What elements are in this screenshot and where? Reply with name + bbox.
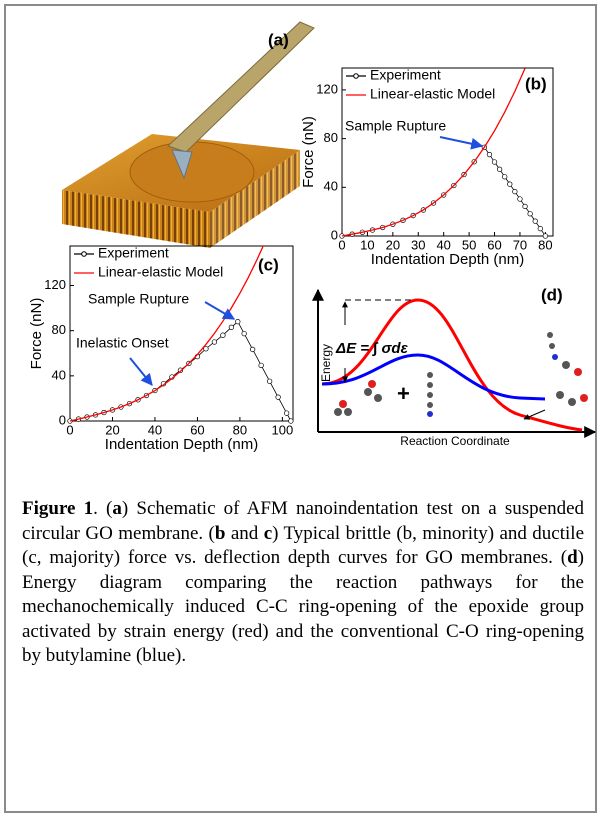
y-tick-label: 0 — [331, 227, 338, 242]
panel-label: (a) — [268, 30, 289, 49]
figure: (a) + (d) Energy Reaction Coordinate ΔE … — [28, 21, 597, 453]
afm-schematic — [62, 21, 315, 248]
legend-label: Linear-elastic Model — [98, 264, 223, 280]
x-tick-label: 10 — [360, 237, 374, 252]
caption-text: ) Schematic of AFM nanoindentation test … — [22, 498, 585, 544]
data-point — [502, 174, 508, 180]
svg-text:+: + — [397, 381, 410, 406]
panel-label: (b) — [525, 74, 547, 93]
data-point — [228, 324, 235, 330]
caption-text: ) Typical brittle (b, minority) and duct… — [22, 522, 585, 569]
data-point — [517, 196, 523, 202]
data-point — [220, 332, 226, 338]
data-point — [537, 225, 543, 232]
data-point — [507, 181, 513, 187]
y-axis-title: Force (nN) — [300, 116, 317, 188]
x-tick-label: 100 — [272, 422, 294, 437]
x-tick-label: 40 — [436, 237, 450, 252]
x-tick-label: 30 — [411, 237, 425, 252]
data-point — [241, 330, 247, 337]
legend-marker — [353, 73, 359, 79]
legend-label: Experiment — [98, 245, 169, 261]
data-point — [532, 218, 538, 224]
data-point — [283, 410, 290, 416]
panel-label: (d) — [541, 285, 563, 304]
figure-caption: Figure 1. (a) Schematic of AFM nanoinden… — [22, 497, 584, 669]
caption-text: . ( — [93, 498, 113, 519]
plot-frame — [69, 245, 294, 422]
legend-label: Experiment — [370, 67, 441, 83]
y-axis-title: Force (nN) — [28, 298, 45, 370]
equation: ΔE = ∫ σdε — [335, 340, 409, 357]
data-point — [203, 346, 209, 352]
x-axis-title: Indentation Depth (nm) — [105, 436, 258, 453]
model-line — [341, 67, 526, 237]
annotation-arrow — [439, 136, 484, 150]
annotation: Inelastic Onset — [76, 335, 169, 351]
x-tick-label: 60 — [190, 422, 204, 437]
x-tick-label: 70 — [513, 237, 527, 252]
y-tick-label: 80 — [52, 322, 66, 337]
caption-text: c — [263, 522, 273, 544]
x-tick-label: 20 — [105, 422, 119, 437]
data-point — [258, 362, 264, 368]
x-tick-label: 60 — [487, 237, 501, 252]
x-tick-label: 50 — [462, 237, 476, 252]
plot-frame — [341, 67, 554, 237]
caption-text: Figure 1 — [22, 498, 94, 519]
caption-text: a — [112, 498, 122, 519]
data-point — [288, 418, 294, 424]
x-tick-label: 0 — [66, 422, 73, 437]
caption-text: ) Energy diagram comparing the reaction … — [22, 547, 584, 666]
annotation: Sample Rupture — [88, 291, 189, 307]
data-point — [542, 233, 549, 239]
model-line — [69, 245, 264, 422]
data-point — [249, 346, 256, 353]
data-point — [496, 166, 503, 172]
x-axis-title: Indentation Depth (nm) — [371, 251, 524, 268]
legend-label: Linear-elastic Model — [370, 86, 495, 102]
x-tick-label: 20 — [386, 237, 400, 252]
annotation: Sample Rupture — [345, 118, 446, 134]
x-tick-label: 80 — [538, 237, 552, 252]
annotation-arrow — [204, 301, 236, 320]
panel-label: (c) — [258, 255, 279, 274]
y-axis-title: Energy — [319, 344, 333, 382]
y-tick-label: 120 — [44, 277, 66, 292]
data-point — [522, 203, 528, 210]
y-tick-label: 40 — [324, 179, 338, 194]
data-point — [211, 339, 218, 345]
data-point — [512, 188, 518, 195]
data-point — [527, 211, 533, 217]
data-point — [486, 151, 493, 158]
x-tick-label: 40 — [148, 422, 162, 437]
y-tick-label: 40 — [52, 367, 66, 382]
y-tick-label: 80 — [324, 130, 338, 145]
caption-text: d — [567, 547, 578, 568]
caption-text: b — [214, 522, 226, 544]
x-axis-title: Reaction Coordinate — [400, 434, 510, 448]
data-point — [491, 159, 498, 165]
x-tick-label: 80 — [233, 422, 247, 437]
x-tick-label: 0 — [338, 237, 345, 252]
data-point — [177, 367, 184, 373]
figure-frame — [4, 4, 597, 813]
data-point — [266, 378, 273, 384]
y-tick-label: 120 — [316, 81, 338, 96]
y-tick-label: 0 — [59, 412, 66, 427]
annotation-arrow — [129, 357, 153, 386]
data-point — [275, 394, 281, 400]
legend-marker — [81, 251, 87, 257]
caption-text: and — [225, 522, 264, 544]
data-point — [235, 318, 241, 325]
energy-diagram: + — [312, 288, 597, 438]
